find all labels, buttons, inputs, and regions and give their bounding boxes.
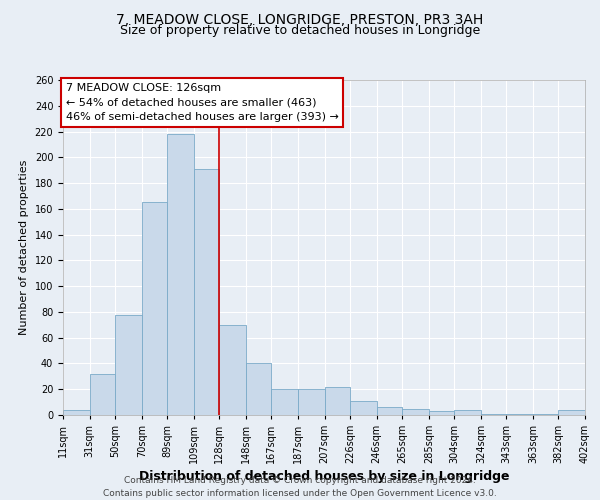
Bar <box>402 408 429 415</box>
Bar <box>219 325 246 415</box>
Bar <box>506 414 533 415</box>
Bar <box>194 169 219 415</box>
Text: Contains HM Land Registry data © Crown copyright and database right 2024.
Contai: Contains HM Land Registry data © Crown c… <box>103 476 497 498</box>
Bar <box>558 410 585 415</box>
Bar <box>271 389 298 415</box>
Bar <box>63 410 90 415</box>
Bar <box>350 401 377 415</box>
Text: 7, MEADOW CLOSE, LONGRIDGE, PRESTON, PR3 3AH: 7, MEADOW CLOSE, LONGRIDGE, PRESTON, PR3… <box>116 12 484 26</box>
Y-axis label: Number of detached properties: Number of detached properties <box>19 160 29 335</box>
Bar <box>298 389 325 415</box>
Text: 7 MEADOW CLOSE: 126sqm
← 54% of detached houses are smaller (463)
46% of semi-de: 7 MEADOW CLOSE: 126sqm ← 54% of detached… <box>65 84 338 122</box>
Bar <box>115 314 142 415</box>
Bar <box>429 411 454 415</box>
Bar <box>454 410 481 415</box>
Bar <box>142 202 167 415</box>
Bar <box>167 134 194 415</box>
X-axis label: Distribution of detached houses by size in Longridge: Distribution of detached houses by size … <box>139 470 509 484</box>
Bar <box>90 374 115 415</box>
Bar <box>377 408 402 415</box>
Bar <box>246 364 271 415</box>
Bar <box>325 386 350 415</box>
Bar <box>533 414 558 415</box>
Text: Size of property relative to detached houses in Longridge: Size of property relative to detached ho… <box>120 24 480 37</box>
Bar <box>481 414 506 415</box>
